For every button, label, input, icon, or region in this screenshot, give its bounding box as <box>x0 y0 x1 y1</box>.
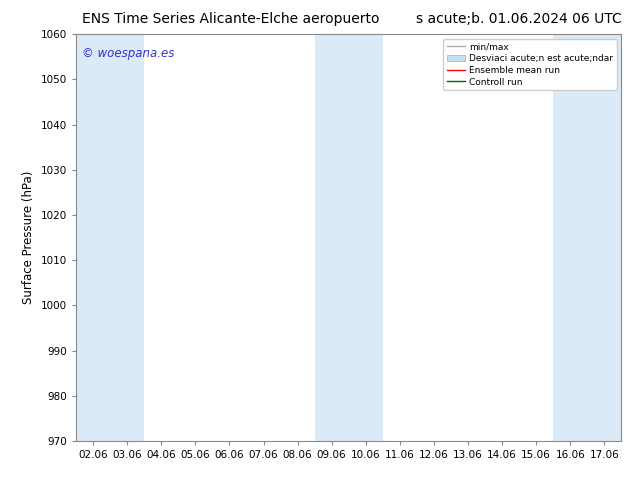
Bar <box>76 34 144 441</box>
Bar <box>553 34 621 441</box>
Text: ENS Time Series Alicante-Elche aeropuerto: ENS Time Series Alicante-Elche aeropuert… <box>82 12 380 26</box>
Y-axis label: Surface Pressure (hPa): Surface Pressure (hPa) <box>22 171 36 304</box>
Text: s acute;b. 01.06.2024 06 UTC: s acute;b. 01.06.2024 06 UTC <box>415 12 621 26</box>
Text: © woespana.es: © woespana.es <box>82 47 174 59</box>
Legend: min/max, Desviaci acute;n est acute;ndar, Ensemble mean run, Controll run: min/max, Desviaci acute;n est acute;ndar… <box>443 39 617 90</box>
Bar <box>314 34 383 441</box>
